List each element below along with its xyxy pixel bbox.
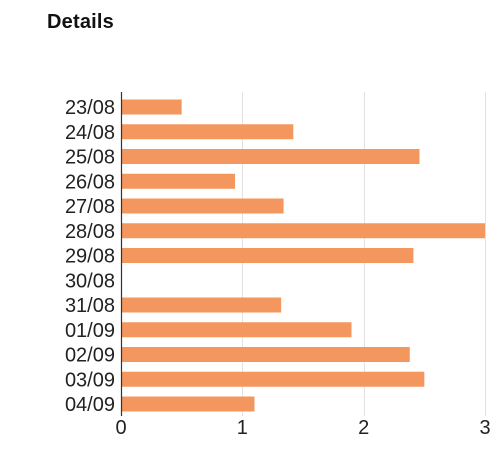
- bar-26-08: [121, 173, 236, 189]
- chart-title: Details: [47, 11, 114, 33]
- y-tick-label: 04/09: [65, 394, 115, 416]
- y-tick-label: 02/09: [65, 345, 115, 367]
- bar-31-08: [121, 297, 282, 313]
- y-tick-label: 25/08: [65, 147, 115, 169]
- y-tick-label: 23/08: [65, 97, 115, 119]
- bar-25-08: [121, 149, 420, 164]
- y-tick-label: 26/08: [65, 171, 115, 193]
- y-tick-label: 30/08: [65, 270, 115, 292]
- bar-29-08: [121, 248, 414, 263]
- y-tick-label: 27/08: [65, 196, 115, 218]
- x-tick-label: 1: [237, 417, 248, 439]
- y-tick-label: 24/08: [65, 122, 115, 144]
- y-tick-label: 28/08: [65, 221, 115, 243]
- bar-28-08: [121, 223, 485, 239]
- bar-03-09: [121, 371, 425, 387]
- y-tick-label: 03/09: [65, 369, 115, 391]
- bar-24-08: [121, 124, 294, 140]
- bar-02-09: [121, 347, 410, 362]
- bars: [121, 99, 485, 412]
- bar-04-09: [121, 396, 255, 412]
- x-tick-label: 0: [115, 417, 126, 439]
- y-tick-label: 31/08: [65, 295, 115, 317]
- bar-23-08: [121, 99, 182, 115]
- x-tick-label: 2: [358, 417, 369, 439]
- y-tick-label: 29/08: [65, 246, 115, 268]
- bar-01-09: [121, 322, 352, 338]
- x-tick-label: 3: [479, 417, 490, 439]
- y-tick-label: 01/09: [65, 320, 115, 342]
- bar-27-08: [121, 198, 284, 214]
